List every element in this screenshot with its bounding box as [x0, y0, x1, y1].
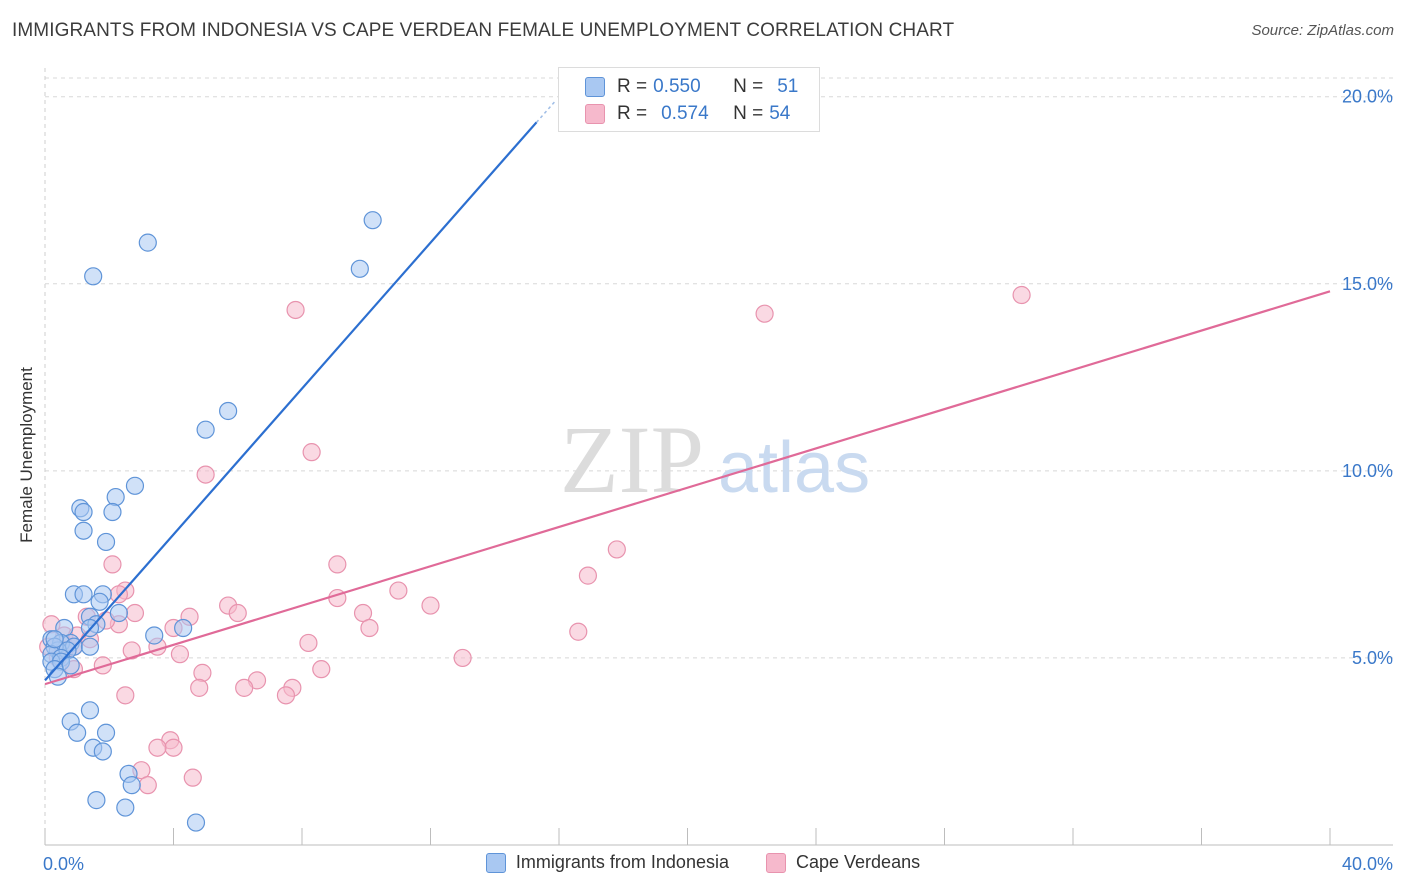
pink-trendline [44, 290, 1331, 686]
blue-point [125, 476, 145, 495]
legend-label: Immigrants from Indonesia [515, 852, 729, 872]
pink-point [578, 566, 598, 585]
blue-point [87, 791, 106, 810]
stats-row-blue: R = 0.550 N = 51 [585, 75, 798, 99]
blue-point [90, 592, 109, 611]
blue-point [109, 603, 128, 623]
r-value: 0.574 [661, 103, 709, 124]
y-tick-label: 5.0% [1352, 648, 1393, 668]
blue-point [74, 585, 93, 604]
x-tick-label: 0.0% [43, 854, 84, 874]
n-label: N = [733, 103, 764, 124]
r-value: 0.550 [653, 76, 701, 97]
blue-point [103, 502, 122, 522]
pink-point [1012, 285, 1031, 305]
pink-point [302, 443, 321, 462]
blue-point [45, 630, 64, 649]
pink-point [116, 686, 135, 705]
blue-point [350, 259, 369, 278]
blue-trendline-extension [535, 99, 557, 123]
trendlines [44, 99, 1331, 686]
pink-point [286, 300, 305, 320]
series-legend: Immigrants from Indonesia Cape Verdeans [0, 852, 1406, 878]
y-axis-label: Female Unemployment [17, 367, 36, 543]
y-tick-label: 20.0% [1342, 87, 1393, 107]
pink-point [228, 603, 247, 623]
blue-point [80, 701, 100, 720]
pink-point [122, 641, 141, 660]
stats-legend: R = 0.550 N = 51 R = 0.574 N = 54 [558, 67, 820, 132]
legend-item-indonesia[interactable]: Immigrants from Indonesia [485, 852, 729, 873]
gridlines [45, 77, 1393, 659]
source-label: Source: ZipAtlas.com [1251, 22, 1394, 39]
blue-point [68, 723, 87, 742]
chart-title: IMMIGRANTS FROM INDONESIA VS CAPE VERDEA… [12, 20, 955, 41]
pink-point [190, 678, 209, 697]
blue-point [106, 487, 125, 507]
pink-point [569, 622, 588, 641]
r-label: R = [617, 103, 648, 124]
pink-point [276, 686, 296, 705]
watermark-zip: ZIP [560, 406, 704, 513]
pink-point [193, 663, 212, 682]
n-value: 54 [769, 103, 791, 124]
legend-item-cape-verdeans[interactable]: Cape Verdeans [766, 852, 920, 873]
pink-points [39, 285, 1031, 795]
pink-point [353, 603, 373, 623]
y-tick-label: 15.0% [1342, 274, 1393, 294]
blue-point [145, 626, 164, 645]
r-label: R = [617, 76, 648, 97]
n-label: N = [733, 76, 764, 97]
x-tick-label: 40.0% [1342, 854, 1393, 874]
watermark-atlas: atlas [718, 428, 870, 508]
pink-point [453, 648, 472, 668]
watermark: ZIP atlas [560, 406, 870, 513]
blue-point [138, 233, 157, 252]
pink-point [389, 581, 408, 600]
pink-point [299, 633, 318, 653]
blue-point [74, 521, 93, 540]
pink-point [183, 768, 202, 787]
pink-point [138, 776, 157, 795]
blue-point [186, 813, 206, 832]
blue-point [174, 618, 193, 638]
blue-swatch [585, 77, 605, 97]
blue-point [96, 532, 116, 552]
pink-point [103, 555, 122, 574]
pink-point [125, 603, 145, 623]
pink-point [148, 738, 167, 757]
blue-point [84, 267, 103, 286]
blue-point [122, 776, 141, 795]
blue-point [196, 420, 215, 439]
pink-point [755, 304, 774, 323]
blue-point [116, 798, 135, 817]
blue-swatch [485, 852, 506, 873]
pink-point [235, 678, 254, 697]
axes [44, 68, 1393, 846]
blue-point [93, 742, 112, 761]
stats-row-pink: R = 0.574 N = 54 [585, 102, 790, 126]
pink-point [164, 738, 183, 757]
pink-point [360, 618, 379, 638]
legend-label: Cape Verdeans [796, 852, 921, 872]
blue-point [363, 211, 382, 230]
pink-swatch [585, 104, 605, 124]
blue-point [219, 401, 238, 421]
blue-point [74, 502, 93, 522]
pink-point [421, 596, 440, 615]
pink-point [607, 540, 626, 559]
blue-trendline [44, 121, 538, 682]
blue-point [80, 637, 100, 656]
blue-point [96, 723, 116, 742]
pink-swatch [766, 852, 786, 873]
pink-point [312, 660, 331, 679]
n-value: 51 [777, 76, 799, 97]
pink-point [170, 645, 190, 664]
tick-labels: 5.0% 10.0% 15.0% 20.0% 0.0% 40.0% [43, 87, 1393, 874]
pink-point [328, 555, 347, 574]
blue-points [42, 211, 382, 832]
pink-point [196, 465, 215, 484]
y-tick-label: 10.0% [1342, 461, 1393, 481]
